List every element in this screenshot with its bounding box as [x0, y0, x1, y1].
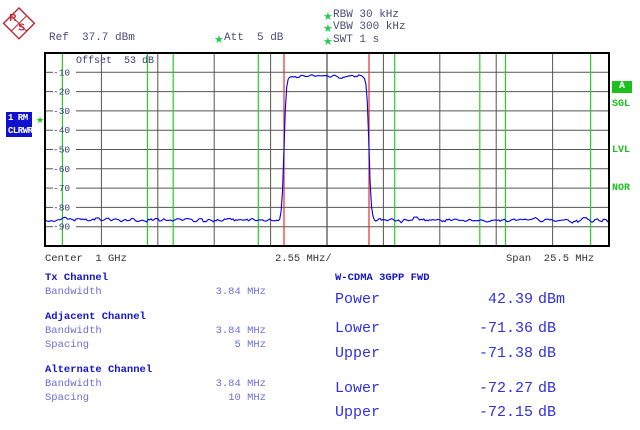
svg-text:-70: -70	[53, 183, 70, 194]
svg-text:-50: -50	[53, 145, 70, 156]
svg-text:-90: -90	[53, 222, 70, 233]
svg-text:-10: -10	[53, 67, 70, 78]
svg-text:-20: -20	[53, 87, 70, 98]
svg-text:-40: -40	[53, 125, 70, 136]
svg-text:-30: -30	[53, 106, 70, 117]
svg-text:-60: -60	[53, 164, 70, 175]
svg-text:-80: -80	[53, 202, 70, 213]
